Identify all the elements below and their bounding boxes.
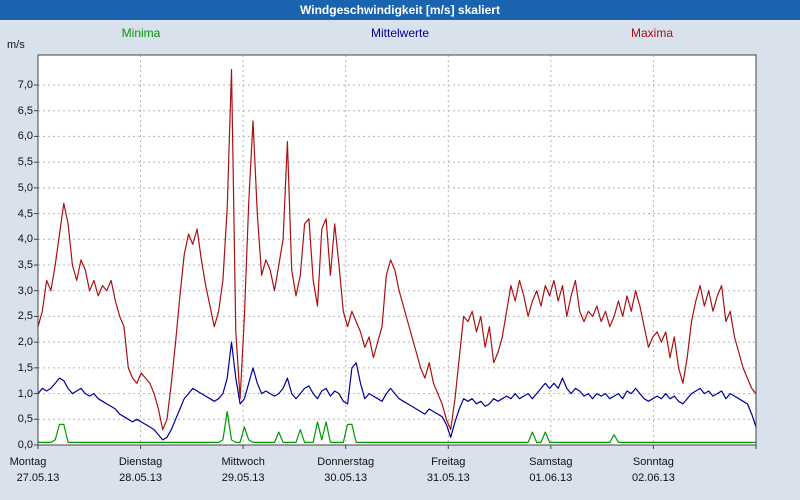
- y-tick-label: 5,0: [17, 181, 33, 194]
- x-day-label: Samstag: [529, 456, 573, 468]
- x-day-label: Mittwoch: [221, 456, 265, 468]
- chart-title-bar: Windgeschwindigkeit [m/s] skaliert: [0, 0, 800, 20]
- chart-title: Windgeschwindigkeit [m/s] skaliert: [300, 3, 500, 17]
- y-tick-label: 2,0: [17, 336, 33, 349]
- y-axis-unit-label: m/s: [7, 39, 25, 51]
- x-date-label: 28.05.13: [119, 472, 162, 484]
- y-tick-label: 2,5: [17, 310, 33, 323]
- y-tick-label: 0,0: [17, 439, 33, 451]
- x-date-label: 02.06.13: [632, 472, 675, 484]
- x-date-label: 31.05.13: [426, 472, 470, 484]
- series-line-mittelwerte: [37, 341, 757, 441]
- x-date-label: 29.05.13: [221, 472, 265, 484]
- y-tick-label: 4,0: [17, 233, 33, 246]
- series-line-maxima: [37, 68, 757, 431]
- plot-border: [37, 54, 757, 446]
- legend-item-mittelwerte: Mittelwerte: [370, 26, 430, 40]
- x-day-label: Freitag: [431, 456, 466, 468]
- y-tick-label: 1,0: [17, 387, 33, 400]
- x-date-label: 01.06.13: [529, 472, 573, 484]
- y-tick-label: 1,5: [17, 361, 33, 374]
- x-day-label: Dienstag: [118, 456, 163, 468]
- y-tick-label: 3,0: [17, 284, 33, 297]
- x-day-label: Montag: [9, 456, 47, 468]
- series-line-minima: [38, 411, 756, 443]
- y-tick-label: 5,5: [17, 156, 33, 169]
- x-day-label: Sonntag: [632, 456, 674, 468]
- x-day-label: Donnerstag: [317, 456, 375, 468]
- legend-item-maxima: Maxima: [630, 26, 674, 40]
- plot-background: [38, 55, 756, 445]
- x-date-label: 30.05.13: [324, 472, 368, 484]
- y-tick-label: 0,5: [17, 413, 33, 426]
- y-tick-label: 4,5: [17, 207, 33, 220]
- y-tick-label: 3,5: [17, 259, 33, 271]
- y-tick-label: 6,0: [17, 130, 33, 143]
- y-tick-label: 6,5: [17, 104, 33, 117]
- y-tick-label: 7,0: [17, 79, 33, 91]
- x-date-label: 27.05.13: [16, 472, 60, 484]
- chart-legend: Minima Mittelwerte Maxima: [0, 26, 800, 40]
- legend-item-minima: Minima: [121, 26, 161, 40]
